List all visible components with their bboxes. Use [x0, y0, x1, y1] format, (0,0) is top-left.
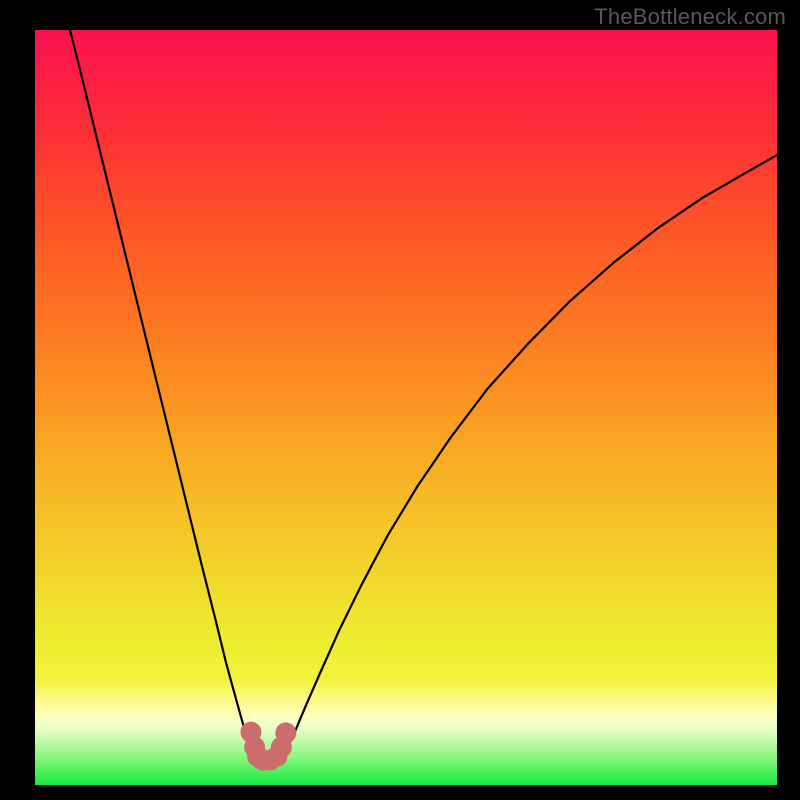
trough-marker-dot: [275, 722, 296, 743]
watermark-text: TheBottleneck.com: [594, 4, 786, 30]
trough-markers: [35, 30, 777, 785]
plot-frame: [35, 30, 777, 785]
plot-area: [35, 30, 777, 785]
